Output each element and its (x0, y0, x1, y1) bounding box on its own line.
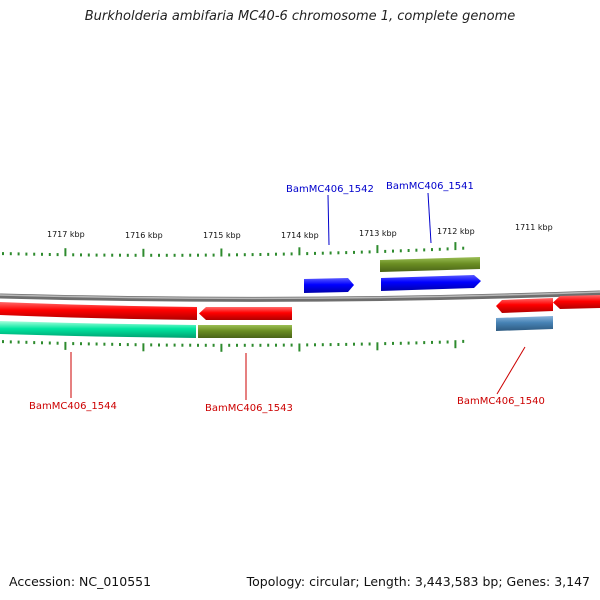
gene-reverse-teal[interactable] (0, 321, 196, 338)
gene-reverse-steelblue[interactable] (496, 316, 553, 331)
kbp-label: 1714 kbp (281, 231, 319, 240)
lower-tick-marks (2, 339, 465, 352)
gene-BamMC406_1543[interactable] (199, 307, 292, 320)
accession-text: Accession: NC_010551 (9, 574, 152, 589)
gene-label[interactable]: BamMC406_1544 (29, 401, 117, 412)
gene-label[interactable]: BamMC406_1541 (386, 181, 474, 192)
kbp-label: 1711 kbp (515, 223, 553, 232)
gene-label[interactable]: BamMC406_1542 (286, 184, 374, 195)
upper-tick-marks (2, 242, 465, 257)
kbp-label: 1715 kbp (203, 231, 241, 240)
kbp-label: 1716 kbp (125, 231, 163, 240)
kbp-label: 1717 kbp (47, 230, 85, 239)
gene-label[interactable]: BamMC406_1543 (205, 403, 293, 414)
gene-reverse-olive[interactable] (198, 325, 292, 338)
topology-text: Topology: circular; Length: 3,443,583 bp… (246, 574, 590, 589)
gene-BamMC406_1540[interactable] (496, 298, 553, 313)
gene-forward-olive[interactable] (380, 257, 480, 272)
gene-label[interactable]: BamMC406_1540 (457, 396, 545, 407)
kbp-label: 1712 kbp (437, 227, 475, 236)
kbp-label: 1713 kbp (359, 229, 397, 238)
gene-BamMC406_1541[interactable] (381, 275, 481, 291)
gene-BamMC406_1544[interactable] (0, 302, 197, 320)
gene-reverse-red-right[interactable] (553, 295, 600, 309)
genome-title: Burkholderia ambifaria MC40-6 chromosome… (84, 9, 516, 24)
chromosome-backbone (0, 290, 600, 302)
gene-BamMC406_1542[interactable] (304, 278, 354, 293)
